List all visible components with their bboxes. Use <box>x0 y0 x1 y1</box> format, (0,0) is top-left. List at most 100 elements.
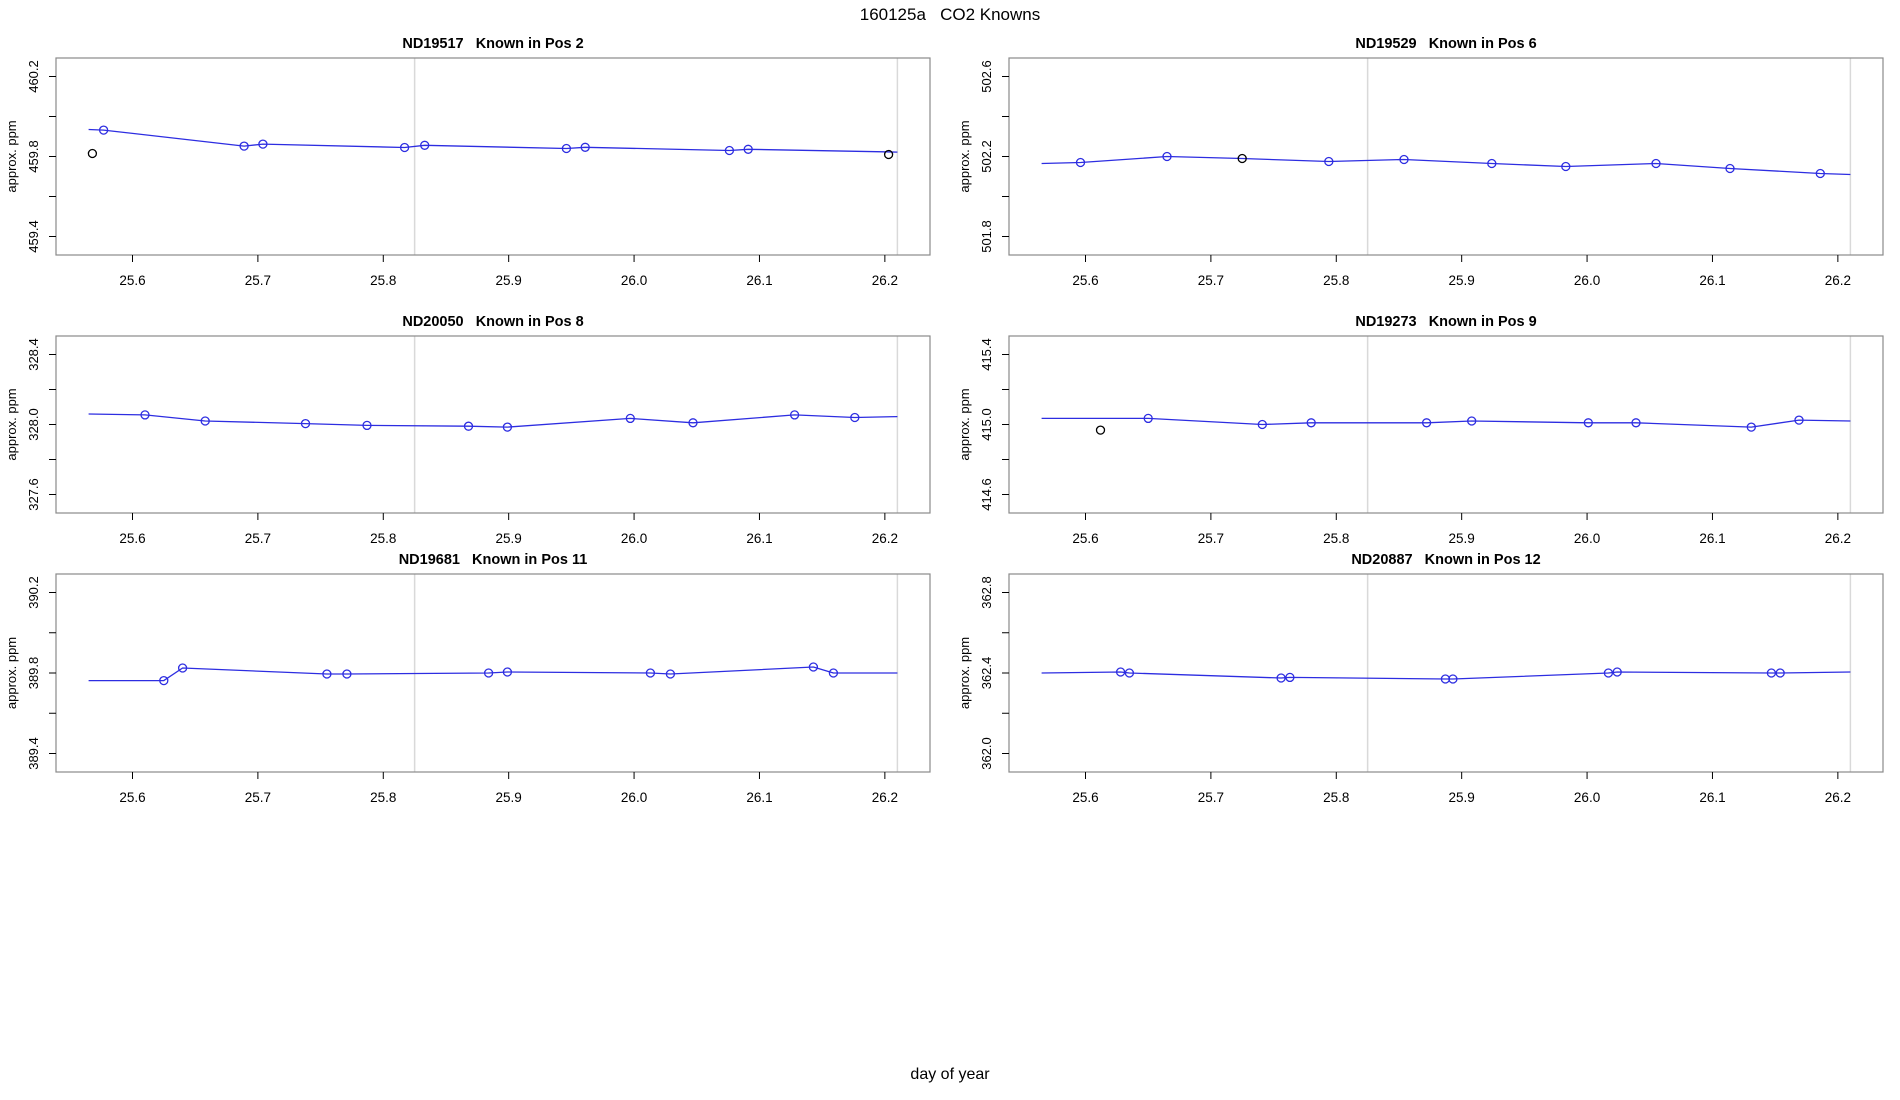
y-tick-label: 389.8 <box>26 657 41 690</box>
y-tick-label: 389.4 <box>26 737 41 770</box>
data-point <box>502 422 513 432</box>
data-point <box>850 412 860 423</box>
data-point <box>743 144 753 154</box>
data-point <box>1487 158 1497 169</box>
x-tick-label: 26.1 <box>1699 790 1725 805</box>
data-point <box>300 418 311 429</box>
panel-title: ND19517 Known in Pos 2 <box>402 36 583 52</box>
data-point <box>828 668 839 678</box>
y-tick-label: 502.6 <box>979 60 994 93</box>
data-point <box>789 410 800 420</box>
y-axis-label: approx. ppm <box>957 120 972 192</box>
data-point <box>1162 151 1172 162</box>
x-tick-label: 26.2 <box>872 531 898 546</box>
y-tick-label: 328.4 <box>26 338 41 371</box>
x-tick-label: 25.7 <box>1198 273 1224 288</box>
x-tick-label: 25.9 <box>1449 273 1475 288</box>
x-tick-label: 25.9 <box>1449 790 1475 805</box>
data-point <box>239 141 249 151</box>
data-point <box>420 140 430 150</box>
data-point <box>808 662 819 672</box>
chart-panel-nd19517: ND19517 Known in Pos 2 25.6 25.7 25.8 25.9 26… <box>0 32 950 305</box>
x-tick-label: 25.7 <box>245 273 271 288</box>
data-point <box>1651 158 1661 169</box>
plot-box <box>1008 57 1884 256</box>
series-line <box>1041 155 1851 176</box>
x-tick-label: 26.0 <box>1574 531 1600 546</box>
x-tick-label: 25.8 <box>370 790 396 805</box>
data-point <box>1775 668 1785 678</box>
data-point <box>399 142 410 153</box>
chart-panel-nd20887: ND20887 Known in Pos 12 25.6 25.7 25.8 25.9 2… <box>953 548 1900 822</box>
data-point <box>1257 419 1267 430</box>
outer-x-axis-label: day of year <box>910 1066 990 1083</box>
data-point <box>580 142 590 152</box>
x-tick-label: 26.2 <box>1825 790 1851 805</box>
data-point <box>645 668 656 678</box>
data-point <box>502 667 513 677</box>
data-point <box>1075 157 1086 168</box>
x-tick-label: 25.8 <box>1323 531 1349 546</box>
series-line <box>1041 417 1851 428</box>
plot-box <box>1008 335 1884 514</box>
data-point <box>1725 163 1735 174</box>
y-axis-label: approx. ppm <box>4 637 19 709</box>
x-tick-label: 25.7 <box>245 790 271 805</box>
x-tick-label: 26.2 <box>1825 531 1851 546</box>
y-axis-label: approx. ppm <box>4 388 19 460</box>
panel-title: ND20050 Known in Pos 8 <box>402 314 583 330</box>
y-axis-label: approx. ppm <box>957 388 972 460</box>
data-point <box>177 663 188 673</box>
y-tick-label: 362.0 <box>979 737 994 770</box>
x-tick-label: 25.7 <box>1198 531 1224 546</box>
y-tick-label: 502.2 <box>979 140 994 173</box>
data-point <box>322 669 332 679</box>
x-tick-label: 26.1 <box>746 531 772 546</box>
data-point <box>1612 667 1622 677</box>
y-tick-label: 390.2 <box>26 576 41 609</box>
data-point <box>258 139 268 149</box>
panel-title: ND19681 Known in Pos 11 <box>399 552 588 568</box>
data-point <box>1766 668 1777 678</box>
main-title: 160125a CO2 Knowns <box>859 5 1041 24</box>
y-tick-label: 362.4 <box>979 657 994 690</box>
y-tick-label: 414.6 <box>979 478 994 511</box>
data-point <box>140 410 150 420</box>
y-axis-label: approx. ppm <box>4 120 19 192</box>
data-point <box>463 421 474 431</box>
y-tick-label: 459.4 <box>26 220 41 253</box>
x-tick-label: 25.6 <box>1072 531 1098 546</box>
x-tick-label: 25.6 <box>119 531 145 546</box>
x-tick-label: 25.7 <box>245 531 271 546</box>
data-point <box>1421 418 1432 428</box>
x-tick-label: 26.0 <box>621 531 647 546</box>
x-tick-label: 26.0 <box>1574 273 1600 288</box>
x-tick-label: 25.7 <box>1198 790 1224 805</box>
x-tick-label: 26.2 <box>872 790 898 805</box>
x-tick-label: 25.9 <box>496 531 522 546</box>
data-point <box>1285 672 1295 683</box>
data-point <box>724 145 735 156</box>
x-tick-label: 25.9 <box>1449 531 1475 546</box>
chart-panel-nd19273: ND19273 Known in Pos 9 25.6 25.7 25.8 25.9 26… <box>953 310 1900 563</box>
series-line <box>88 413 898 428</box>
x-tick-label: 25.8 <box>1323 790 1349 805</box>
x-tick-label: 26.1 <box>1699 531 1725 546</box>
data-point <box>483 668 494 678</box>
panel-title: ND20887 Known in Pos 12 <box>1351 552 1540 568</box>
x-tick-label: 26.2 <box>1825 273 1851 288</box>
panel-svg: ND19517 Known in Pos 2 25.6 25.7 25.8 25.9 26… <box>4 36 931 288</box>
data-point <box>688 418 698 428</box>
x-tick-label: 26.2 <box>872 273 898 288</box>
data-point <box>561 143 572 154</box>
series-line <box>88 128 898 153</box>
panel-svg: ND19681 Known in Pos 11 25.6 25.7 25.8 25.9 2… <box>4 552 931 805</box>
x-tick-label: 25.8 <box>370 531 396 546</box>
data-point <box>1561 161 1571 172</box>
plot-box <box>55 335 931 514</box>
x-tick-label: 25.9 <box>496 790 522 805</box>
data-point <box>1583 418 1593 428</box>
y-tick-label: 460.2 <box>26 60 41 93</box>
panel-svg: ND19529 Known in Pos 6 25.6 25.7 25.8 25.9 26… <box>957 36 1884 288</box>
